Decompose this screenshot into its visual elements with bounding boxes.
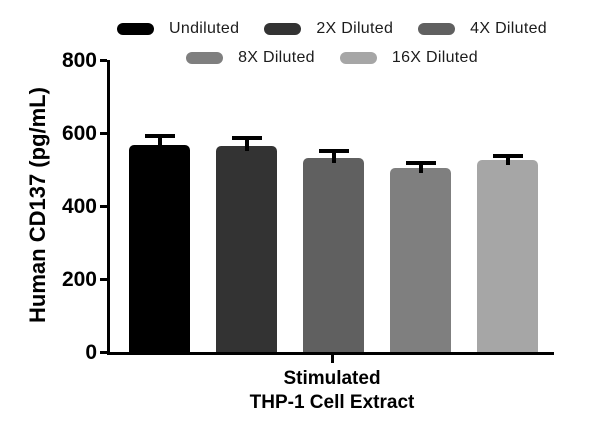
y-axis-line bbox=[107, 60, 110, 355]
legend-row: Undiluted 2X Diluted 4X Diluted bbox=[117, 20, 547, 38]
y-tick-label: 800 bbox=[61, 49, 97, 72]
legend-item-16x-diluted: 16X Diluted bbox=[339, 49, 478, 67]
error-bar-stem bbox=[244, 137, 249, 152]
y-tick-mark bbox=[100, 132, 107, 135]
legend: Undiluted 2X Diluted 4X Diluted 8X Diluted 1… bbox=[110, 20, 554, 67]
bar-8x-diluted bbox=[390, 168, 451, 352]
y-tick-label: 400 bbox=[61, 195, 97, 218]
bar-2x-diluted bbox=[216, 146, 277, 352]
legend-item-undiluted: Undiluted bbox=[117, 20, 239, 38]
legend-swatch-icon bbox=[117, 23, 155, 35]
error-bar-stem bbox=[331, 151, 336, 163]
x-axis-label-line2: THP-1 Cell Extract bbox=[249, 392, 415, 413]
error-bar-cap bbox=[144, 134, 175, 139]
error-bar-cap bbox=[405, 160, 436, 165]
legend-label: 8X Diluted bbox=[238, 49, 315, 66]
legend-label: 2X Diluted bbox=[316, 20, 394, 37]
legend-swatch-icon bbox=[186, 52, 224, 64]
bar-16x-diluted bbox=[477, 159, 538, 352]
legend-item-8x-diluted: 8X Diluted bbox=[186, 49, 315, 67]
bar-4x-diluted bbox=[303, 157, 364, 352]
x-axis-label: Stimulated THP-1 Cell Extract bbox=[132, 367, 532, 415]
y-tick-mark bbox=[100, 351, 107, 354]
error-bar-cap bbox=[492, 153, 523, 158]
error-bar-cap bbox=[231, 135, 262, 140]
y-tick-mark bbox=[100, 59, 107, 62]
y-tick-label: 0 bbox=[85, 341, 97, 364]
legend-row: 8X Diluted 16X Diluted bbox=[186, 49, 478, 67]
legend-item-2x-diluted: 2X Diluted bbox=[264, 20, 393, 38]
x-axis-line bbox=[107, 352, 554, 355]
legend-label: 16X Diluted bbox=[391, 49, 478, 66]
x-tick-mark bbox=[330, 355, 334, 363]
legend-item-4x-diluted: 4X Diluted bbox=[418, 20, 547, 38]
error-bar-stem bbox=[418, 162, 423, 174]
error-bar-cap bbox=[318, 149, 349, 154]
y-tick-mark bbox=[100, 205, 107, 208]
legend-swatch-icon bbox=[264, 23, 302, 35]
error-bar-stem bbox=[157, 136, 162, 151]
error-bar-stem bbox=[505, 155, 510, 165]
x-axis-label-line1: Stimulated bbox=[283, 368, 381, 389]
y-tick-label: 600 bbox=[61, 122, 97, 145]
legend-label: Undiluted bbox=[169, 20, 240, 37]
bar-undiluted bbox=[129, 145, 190, 352]
legend-swatch-icon bbox=[339, 52, 377, 64]
y-tick-label: 200 bbox=[61, 268, 97, 291]
y-tick-mark bbox=[100, 278, 107, 281]
legend-swatch-icon bbox=[418, 23, 456, 35]
legend-label: 4X Diluted bbox=[470, 20, 547, 37]
